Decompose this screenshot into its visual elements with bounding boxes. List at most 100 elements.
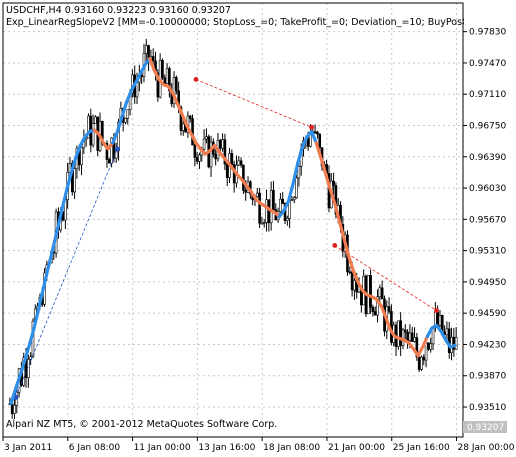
trade-exit-marker [114, 146, 120, 152]
candle [124, 117, 127, 125]
candle-body [107, 159, 111, 164]
candles [8, 38, 458, 420]
candle [429, 337, 433, 353]
candle-body [13, 404, 16, 414]
candle-body [223, 139, 227, 165]
candle-body [447, 328, 451, 354]
y-tick-label: 0.97830 [469, 28, 506, 38]
candle [161, 58, 164, 80]
candle [427, 342, 430, 351]
candle-body [406, 331, 409, 341]
candle-body [373, 311, 377, 316]
candle-body [292, 197, 296, 201]
candle-body [10, 403, 14, 414]
candle-body [175, 77, 178, 92]
candle [362, 269, 365, 306]
candle-body [399, 320, 402, 346]
candle [316, 130, 319, 139]
sell-trade-line [334, 245, 437, 311]
candle [452, 328, 456, 357]
copyright-text: Alpari NZ MT5, © 2001-2012 MetaQuotes So… [6, 419, 278, 430]
candle-body [80, 147, 83, 166]
candle-body [318, 133, 322, 148]
candle [221, 133, 224, 152]
candle [27, 354, 30, 388]
trade-exit-marker [309, 124, 315, 130]
candle [403, 324, 407, 341]
candle [175, 75, 178, 95]
trade-lines [13, 77, 439, 400]
candle-body [87, 115, 90, 139]
candle-body [371, 307, 375, 312]
candle-body [195, 157, 199, 162]
candle [387, 297, 391, 314]
candle-body [286, 218, 289, 221]
candle-body [436, 311, 439, 326]
candle-body [258, 192, 261, 224]
candle-body [397, 320, 400, 347]
candle [290, 196, 294, 202]
candle [422, 354, 426, 366]
candle [406, 329, 409, 349]
candle [348, 266, 352, 275]
candle-body [161, 59, 164, 79]
candle [424, 341, 428, 368]
candle [313, 124, 317, 135]
candle [144, 38, 148, 63]
candle [230, 149, 234, 166]
candle-body [262, 222, 266, 224]
candle [267, 199, 271, 232]
candle-body [438, 315, 442, 326]
candle [198, 152, 201, 169]
candle-body [281, 198, 285, 204]
candle-body [244, 189, 248, 193]
candle [438, 309, 442, 328]
candle [168, 66, 171, 98]
candle-body [151, 56, 155, 62]
y-tick-label: 0.97110 [469, 90, 506, 100]
candle-body [332, 180, 335, 186]
candle [399, 312, 402, 356]
candle [286, 215, 289, 226]
candle [265, 189, 268, 232]
candle [292, 196, 296, 204]
candle [223, 133, 227, 171]
candle [279, 192, 282, 214]
candle [80, 146, 83, 176]
svg-text:0.93207: 0.93207 [467, 423, 504, 433]
candle-body [260, 222, 264, 225]
candle-body [279, 198, 282, 212]
x-tick-label: 28 Jan 00:00 [458, 443, 515, 453]
candle [195, 151, 199, 165]
candle-body [126, 109, 130, 119]
y-tick-label: 0.95670 [469, 215, 506, 225]
candle-body [369, 275, 372, 308]
candle-body [237, 160, 241, 166]
candle [209, 135, 213, 177]
candle [107, 157, 111, 164]
candle [205, 128, 208, 144]
candle-body [255, 192, 259, 197]
y-tick-label: 0.94590 [469, 309, 506, 319]
candle-body [225, 163, 229, 178]
candle [281, 191, 285, 204]
candle [94, 115, 97, 124]
y-tick-label: 0.93510 [469, 403, 506, 413]
candle-body [454, 336, 458, 350]
candle [188, 114, 192, 123]
candle-body [209, 141, 213, 168]
candle-body [242, 164, 245, 191]
candle [371, 304, 375, 317]
candle-body [214, 153, 217, 160]
candle [163, 74, 167, 84]
candle-body [387, 306, 391, 312]
candle-body [269, 190, 273, 224]
candle-body [105, 143, 109, 160]
candle-body [179, 106, 183, 131]
candle [73, 164, 76, 200]
candle-body [221, 139, 224, 149]
candle [172, 71, 176, 108]
candle-body [94, 116, 97, 124]
candle-body [445, 328, 449, 336]
candle-body [144, 45, 148, 54]
